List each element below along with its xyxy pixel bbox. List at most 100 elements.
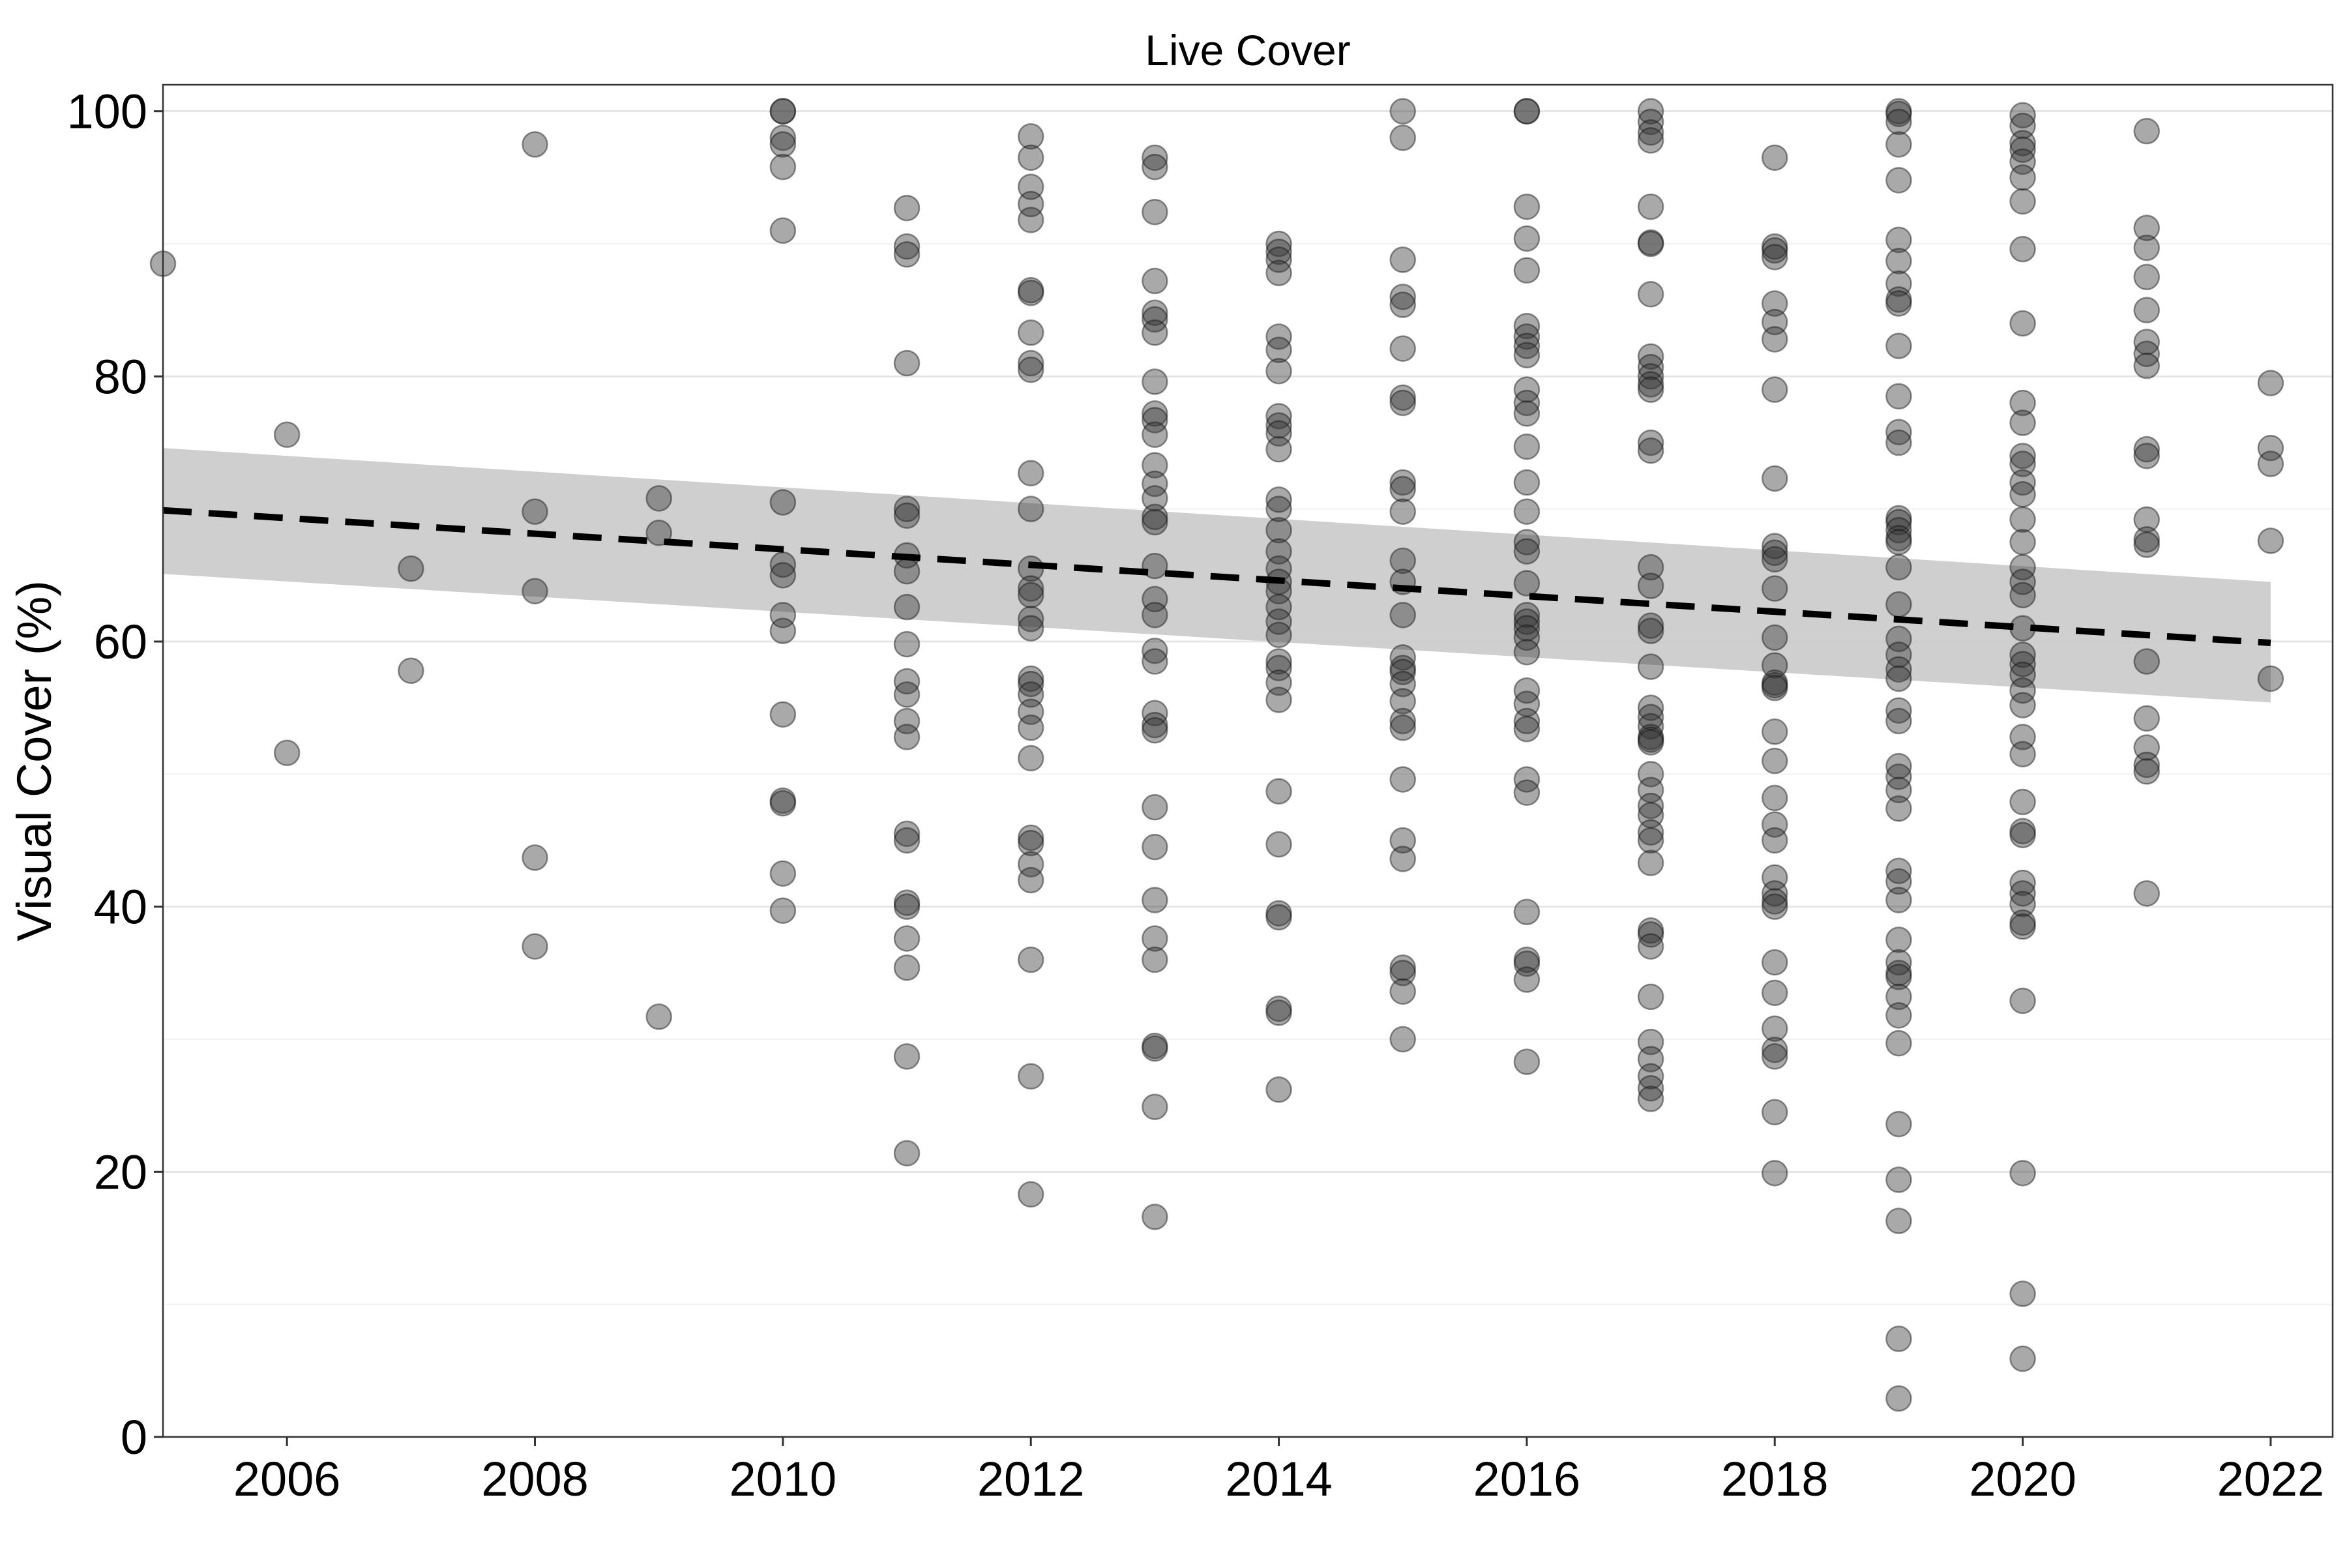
data-point	[522, 933, 548, 960]
data-point	[1142, 421, 1168, 449]
data-point	[1265, 323, 1292, 350]
data-point	[2009, 481, 2036, 508]
data-point	[893, 557, 921, 585]
data-point	[1885, 516, 1912, 544]
data-point	[1761, 237, 1788, 264]
data-point	[1142, 946, 1168, 973]
data-point	[1885, 383, 1912, 410]
data-point	[769, 860, 797, 887]
data-point	[1265, 900, 1292, 927]
data-point	[1761, 244, 1788, 271]
data-point	[2133, 352, 2160, 379]
data-point	[1637, 792, 1664, 820]
data-point	[1017, 1063, 1044, 1090]
data-point	[1265, 357, 1292, 385]
data-point	[1885, 429, 1912, 456]
data-point	[2009, 130, 2036, 156]
data-point	[2009, 148, 2036, 175]
data-point	[1637, 617, 1664, 644]
data-point	[769, 562, 797, 589]
data-point	[1265, 655, 1292, 681]
data-point	[1885, 1002, 1912, 1029]
data-point	[1761, 624, 1788, 651]
data-point	[1885, 949, 1912, 976]
data-point	[2009, 582, 2036, 609]
data-point	[1761, 144, 1788, 171]
data-point	[273, 421, 301, 449]
data-point	[769, 701, 797, 728]
data-point	[1637, 376, 1664, 403]
data-point	[1637, 554, 1664, 581]
data-point	[1761, 811, 1788, 838]
data-point	[1761, 979, 1788, 1007]
data-point	[1637, 1086, 1664, 1112]
data-point	[893, 1043, 921, 1070]
data-point	[1885, 554, 1912, 581]
data-point	[1885, 98, 1912, 125]
data-point	[1637, 437, 1664, 464]
data-point	[1389, 960, 1416, 986]
data-point	[2009, 913, 2036, 940]
data-point	[1142, 485, 1168, 512]
data-point	[1142, 833, 1168, 861]
data-point	[1761, 949, 1788, 976]
data-point	[893, 502, 921, 529]
data-point	[1885, 707, 1912, 735]
data-point	[1142, 198, 1168, 226]
data-point	[1761, 290, 1788, 317]
data-point	[1513, 715, 1541, 743]
data-point	[1142, 368, 1168, 395]
data-point	[1265, 1076, 1292, 1103]
data-point	[1513, 677, 1541, 704]
data-point	[893, 954, 921, 981]
y-axis-label: Visual Cover (%)	[7, 580, 61, 941]
data-point	[2009, 102, 2036, 129]
data-point	[1513, 707, 1541, 735]
x-tick-label: 2016	[1473, 1452, 1581, 1506]
x-tick-label: 2022	[2217, 1452, 2325, 1506]
data-point	[522, 131, 548, 158]
data-point	[1761, 827, 1788, 854]
data-point	[2009, 987, 2036, 1014]
data-point	[1265, 831, 1292, 858]
data-point	[645, 1003, 672, 1030]
data-point	[1513, 639, 1541, 666]
data-point	[1265, 669, 1292, 696]
data-point	[1389, 644, 1416, 671]
data-point	[769, 787, 797, 814]
data-point	[1142, 717, 1168, 744]
data-point	[2133, 734, 2160, 761]
data-point	[1761, 674, 1788, 702]
data-point	[1017, 460, 1044, 487]
data-point	[1513, 608, 1541, 635]
data-point	[1885, 290, 1912, 317]
data-point	[1513, 690, 1541, 717]
data-point	[1265, 621, 1292, 649]
data-point	[1513, 469, 1541, 496]
data-point	[522, 578, 548, 604]
data-point	[1265, 904, 1292, 931]
data-point	[1761, 233, 1788, 260]
data-point	[2257, 665, 2284, 692]
data-point	[1637, 612, 1664, 639]
data-point	[1142, 700, 1168, 727]
data-point	[1142, 1093, 1168, 1120]
data-point	[1017, 670, 1044, 698]
data-point	[2257, 451, 2284, 477]
data-point	[1142, 887, 1168, 913]
data-point	[1513, 433, 1541, 460]
data-point	[1389, 389, 1416, 417]
data-point	[1637, 363, 1664, 390]
data-point	[1637, 1028, 1664, 1056]
data-point	[1513, 376, 1541, 403]
data-point	[1389, 335, 1416, 362]
data-point	[1885, 248, 1912, 274]
data-point	[1389, 475, 1416, 503]
data-point	[1513, 602, 1541, 629]
data-point	[1761, 672, 1788, 699]
data-point	[769, 98, 797, 125]
data-point	[1142, 637, 1168, 664]
data-point	[1885, 656, 1912, 683]
data-point	[769, 217, 797, 244]
data-point	[893, 681, 921, 708]
